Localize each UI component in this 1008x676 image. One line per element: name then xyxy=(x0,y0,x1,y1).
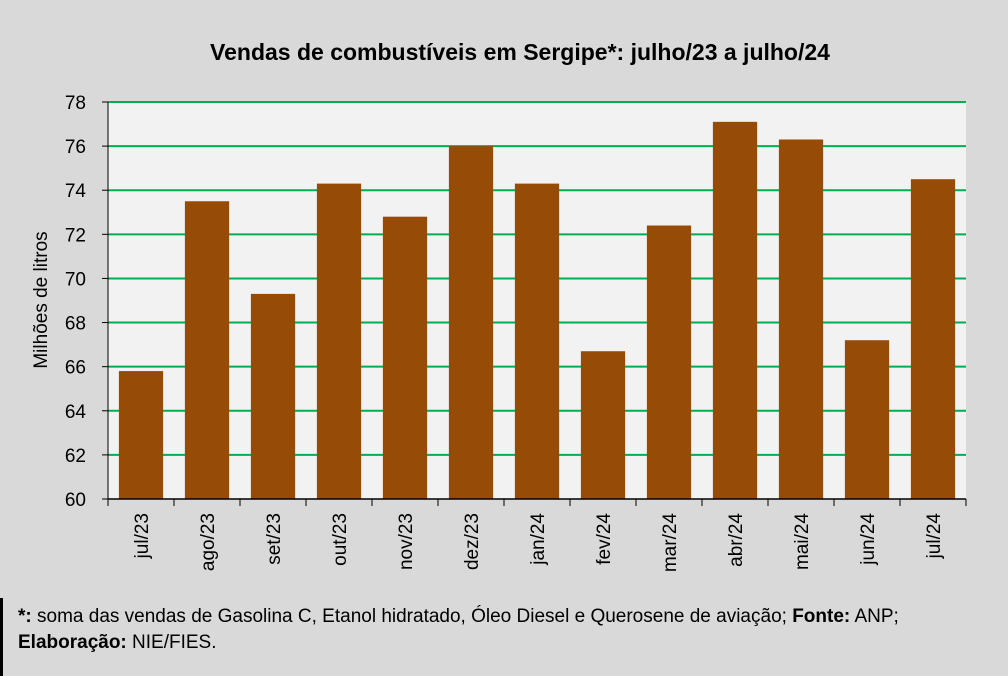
x-tick-label: jan/24 xyxy=(528,513,549,566)
bar-jul-24 xyxy=(910,179,956,499)
footnote-left-rule xyxy=(0,598,3,676)
y-axis-label: Milhões de litros xyxy=(31,231,52,368)
bars xyxy=(118,121,956,499)
bar-mai-24 xyxy=(778,139,824,499)
bar-mar-24 xyxy=(646,225,692,499)
footnote-description: soma das vendas de Gasolina C, Etanol hi… xyxy=(31,606,793,627)
y-tick-label: 62 xyxy=(65,446,86,467)
x-tick-label: jun/24 xyxy=(858,513,879,566)
y-tick-label: 76 xyxy=(65,137,86,158)
y-tick-label: 64 xyxy=(65,402,87,423)
x-tick-label: dez/23 xyxy=(462,513,483,570)
y-tick-label: 74 xyxy=(65,181,87,202)
footnote-source: ANP; xyxy=(850,606,899,627)
footnote-source-label: Fonte: xyxy=(792,606,851,627)
y-tick-label: 70 xyxy=(65,269,86,290)
bar-set-23 xyxy=(250,293,296,499)
footnote-line-2: Elaboração: NIE/FIES. xyxy=(18,630,1000,656)
y-tick-label: 68 xyxy=(65,314,86,335)
bar-ago-23 xyxy=(184,201,230,499)
chart-title: Vendas de combustíveis em Sergipe*: julh… xyxy=(210,39,830,65)
x-tick-labels: jul/23 ago/23 set/23 out/23 nov/23 dez/23 jan/… xyxy=(132,513,945,573)
bar-fev-24 xyxy=(580,351,626,499)
bar-jan-24 xyxy=(514,183,560,499)
y-tick-label: 78 xyxy=(65,93,86,114)
footnote-asterisk: *: xyxy=(18,606,32,627)
x-tick-label: jul/23 xyxy=(132,513,153,559)
x-tick-label: ago/23 xyxy=(198,513,219,571)
x-tick-label: fev/24 xyxy=(594,513,615,565)
bar-abr-24 xyxy=(712,121,758,499)
y-tick-label: 72 xyxy=(65,225,86,246)
footnote-line-1: *: soma das vendas de Gasolina C, Etanol… xyxy=(18,604,1000,630)
bar-nov-23 xyxy=(382,216,428,499)
x-tick-label: set/23 xyxy=(264,513,285,565)
y-tick-label: 66 xyxy=(65,358,86,379)
x-tick-label: mar/24 xyxy=(660,513,681,573)
bar-chart: Vendas de combustíveis em Sergipe*: julh… xyxy=(31,39,967,573)
y-tick-label: 60 xyxy=(65,490,86,511)
bar-jul-23 xyxy=(118,371,164,499)
bar-out-23 xyxy=(316,183,362,499)
x-tick-label: out/23 xyxy=(330,513,351,566)
x-tick-label: abr/24 xyxy=(726,513,747,567)
axes xyxy=(102,101,967,506)
footnote: *: soma das vendas de Gasolina C, Etanol… xyxy=(0,598,1000,676)
x-tick-label: mai/24 xyxy=(792,513,813,570)
bar-dez-23 xyxy=(448,146,494,499)
footnote-elaboration: NIE/FIES. xyxy=(126,632,217,653)
x-tick-label: nov/23 xyxy=(396,513,417,570)
x-tick-label: jul/24 xyxy=(924,513,945,560)
bar-jun-24 xyxy=(844,340,890,499)
y-tick-labels: 60 62 64 66 68 70 72 74 76 78 xyxy=(65,93,87,511)
footnote-elaboration-label: Elaboração: xyxy=(18,632,127,653)
